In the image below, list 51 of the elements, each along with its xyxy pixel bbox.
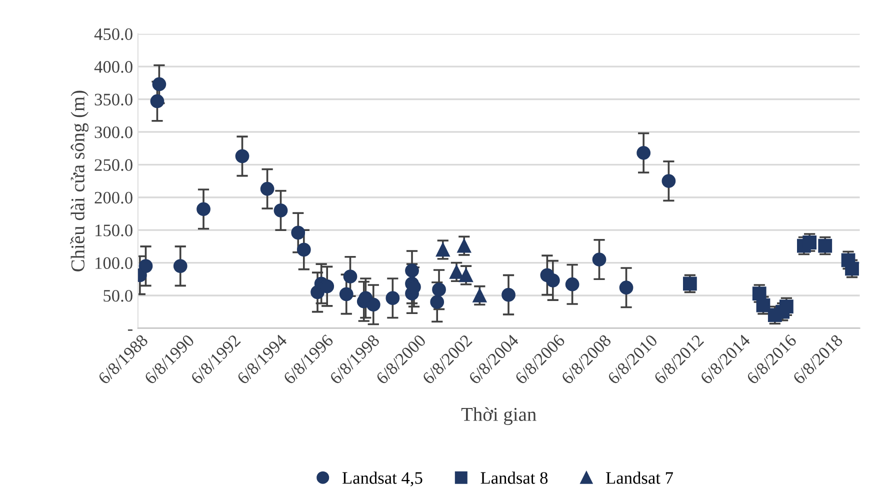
point [436,242,450,257]
y-tick-label: 150.0 [96,224,132,236]
point [138,259,153,273]
point [756,298,770,312]
y-tick-label: 50.0 [104,290,132,302]
point [457,238,472,253]
point [472,288,487,302]
point [339,287,354,302]
point [291,226,306,240]
point [592,252,606,266]
point [343,270,358,284]
point [459,268,473,282]
point [845,262,859,276]
point [682,276,697,291]
point [430,295,444,309]
point [818,238,832,253]
point [662,174,676,188]
point [405,264,419,278]
y-tick-label: 350.0 [94,94,132,106]
x-axis-title: Thời gian [461,407,536,425]
legend-label: Landsat 4,5 [342,472,422,486]
y-tick-label: 250.0 [94,159,132,171]
y-tick-label: 400.0 [94,61,132,73]
point [546,273,560,288]
point [432,282,446,297]
y-tick-label: 200.0 [94,192,132,204]
point [502,288,516,302]
legend-label: Landsat 8 [480,472,548,484]
point [779,300,794,314]
legend-label: Landsat 7 [606,472,673,484]
point [296,242,311,257]
point [173,259,188,273]
point [150,94,164,108]
point [450,264,464,279]
y-axis-title: Chiều dài cửa sông (m) [70,90,88,272]
point [152,77,166,92]
y-tick-label: 450.0 [94,28,132,40]
point [274,204,288,218]
y-tick-label: 100.0 [96,257,132,270]
point [619,280,634,295]
y-tick-label: 300.0 [94,126,132,138]
point [235,149,250,164]
point [752,286,766,300]
point [196,202,210,216]
point [366,298,380,312]
point [565,277,580,292]
point [386,291,400,306]
point [407,280,421,294]
point [260,182,274,196]
point [636,146,651,160]
y-tick-label: - [128,329,132,331]
